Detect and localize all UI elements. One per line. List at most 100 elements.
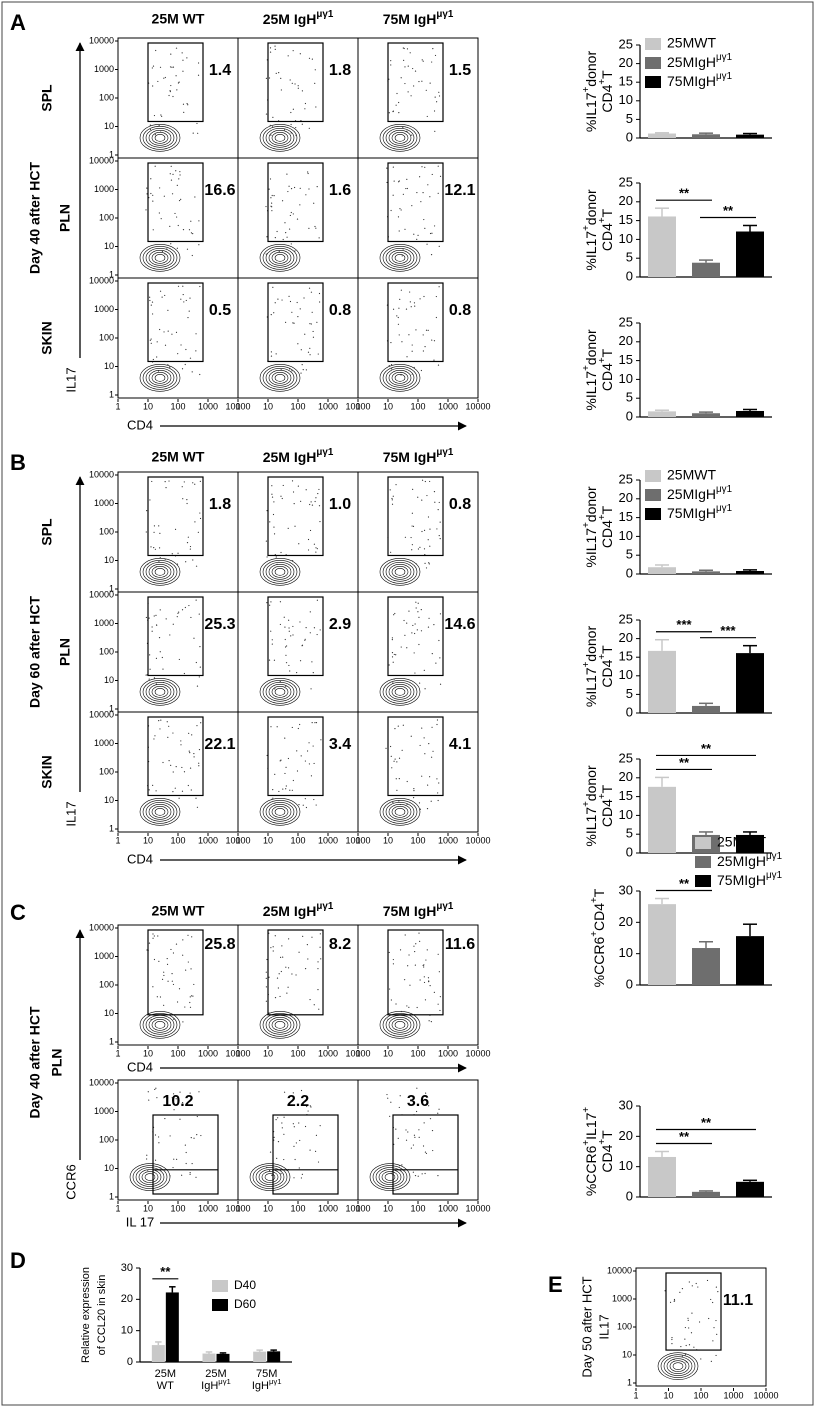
- event-dot: [162, 681, 165, 684]
- event-dot: [397, 316, 399, 319]
- event-dot: [189, 1001, 191, 1004]
- event-dot: [414, 672, 416, 674]
- event-dot: [290, 188, 293, 190]
- column-header: 75M IgHμγ1: [383, 447, 454, 465]
- event-dot: [309, 998, 311, 1001]
- event-dot: [153, 547, 155, 549]
- y-axis-label: %IL17+donor: [581, 626, 599, 708]
- event-dot: [404, 634, 406, 637]
- y-axis-label-part: donor: [583, 765, 599, 801]
- event-dot: [288, 228, 291, 230]
- x-tick-label: 10000: [345, 835, 370, 845]
- event-dot: [292, 634, 294, 636]
- event-dot: [159, 557, 161, 559]
- event-dot: [416, 1006, 418, 1009]
- event-dot: [421, 80, 423, 82]
- event-dot: [299, 204, 301, 206]
- event-dot: [394, 758, 396, 760]
- event-dot: [314, 500, 316, 503]
- event-dot: [406, 622, 408, 624]
- x-tick-label: 1000: [198, 401, 218, 411]
- event-dot: [417, 548, 420, 550]
- event-dot: [318, 292, 321, 295]
- event-dot: [298, 1167, 300, 1169]
- bar: [648, 133, 676, 138]
- event-dot: [438, 91, 440, 93]
- contour: [268, 250, 292, 266]
- event-dot: [189, 1172, 191, 1174]
- event-dot: [418, 616, 420, 618]
- contour: [145, 682, 175, 702]
- y-tick-label: 0: [626, 129, 633, 144]
- event-dot: [437, 364, 440, 366]
- gate-value: 3.6: [407, 1093, 429, 1110]
- event-dot: [297, 727, 299, 730]
- event-dot: [163, 1004, 165, 1006]
- event-dot: [305, 627, 307, 629]
- event-dot: [390, 1101, 392, 1103]
- event-dot: [286, 173, 288, 175]
- contour: [382, 1013, 418, 1037]
- flow-plot-frame: [357, 277, 479, 399]
- bar: [736, 653, 764, 713]
- event-dot: [684, 1338, 686, 1340]
- event-dot: [307, 958, 309, 960]
- event-dot: [397, 725, 399, 727]
- event-dot: [271, 798, 273, 800]
- event-dot: [398, 334, 400, 336]
- contour: [265, 248, 295, 268]
- event-dot: [299, 53, 301, 55]
- flow-plot-frame: [237, 157, 359, 279]
- event-dot: [283, 1116, 285, 1118]
- event-dot: [287, 757, 290, 760]
- x-tick-label: 1000: [723, 1390, 743, 1400]
- event-dot: [299, 723, 301, 726]
- event-dot: [399, 298, 401, 300]
- event-dot: [299, 660, 302, 662]
- event-dot: [183, 771, 186, 773]
- x-tick-label: 1: [235, 1203, 240, 1213]
- y-tick-label: 1000: [612, 1293, 632, 1303]
- event-dot: [278, 790, 280, 793]
- event-dot: [390, 999, 392, 1001]
- legend-label-sup: μγ1: [716, 503, 732, 514]
- event-dot: [200, 1134, 202, 1137]
- event-dot: [149, 124, 151, 126]
- event-dot: [187, 934, 189, 936]
- gate-value: 1.0: [329, 496, 351, 513]
- event-dot: [150, 304, 152, 306]
- y-axis-label-sup: +: [581, 801, 592, 807]
- event-dot: [181, 609, 184, 611]
- column-header: 25M IgHμγ1: [263, 901, 334, 919]
- event-dot: [318, 488, 320, 491]
- y-tick-label: 10: [619, 371, 633, 386]
- side-label: Day 50 after HCT: [579, 1276, 594, 1377]
- bar: [692, 705, 720, 713]
- event-dot: [401, 1164, 403, 1166]
- event-dot: [195, 599, 197, 601]
- event-dot: [280, 77, 282, 79]
- event-dot: [186, 57, 188, 59]
- y-tick-label: 0: [626, 704, 633, 719]
- event-dot: [175, 75, 177, 77]
- event-dot: [307, 549, 310, 551]
- event-dot: [181, 766, 183, 769]
- event-dot: [149, 296, 151, 298]
- y-tick-label: 10: [104, 1163, 114, 1173]
- event-dot: [391, 651, 394, 654]
- gate-value: 4.1: [449, 736, 471, 753]
- event-dot: [404, 934, 406, 936]
- event-dot: [277, 298, 279, 300]
- event-dot: [271, 485, 273, 487]
- x-tick-label: 10: [383, 1048, 393, 1058]
- contour: [388, 130, 412, 146]
- y-tick-label: 20: [619, 55, 633, 70]
- event-dot: [429, 82, 431, 84]
- event-dot: [437, 509, 439, 511]
- contour: [379, 244, 421, 272]
- event-dot: [398, 180, 400, 182]
- gate-value: 0.5: [209, 302, 231, 319]
- y-axis-label-sup: +: [581, 365, 592, 371]
- event-dot: [270, 197, 272, 199]
